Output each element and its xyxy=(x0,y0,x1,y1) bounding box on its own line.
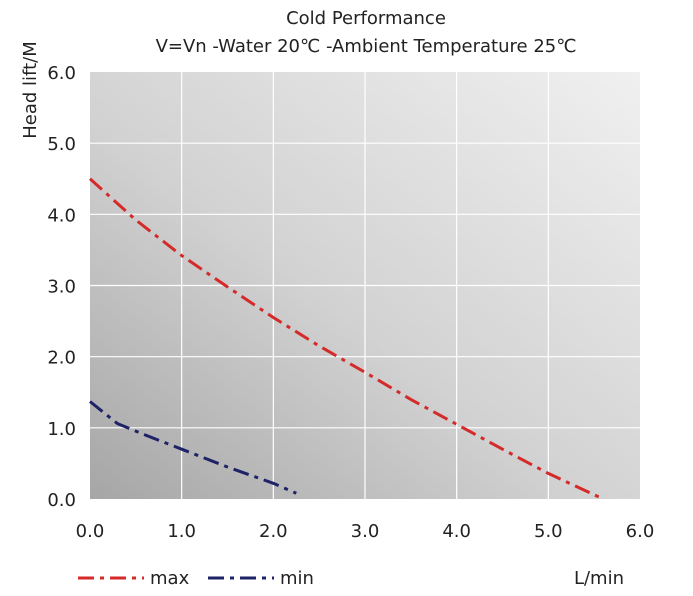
legend-label-min: min xyxy=(280,568,314,589)
x-axis-ticks: 0.0 1.0 2.0 3.0 4.0 5.0 6.0 xyxy=(76,521,655,542)
chart-title: Cold Performance xyxy=(286,8,446,29)
x-tick-label-4: 4.0 xyxy=(442,521,471,542)
series-line-max xyxy=(88,177,604,501)
chart-subtitle: V=Vn -Water 20℃ -Ambient Temperature 25℃ xyxy=(156,36,577,57)
legend-label-max: max xyxy=(150,568,190,589)
x-tick-label-0: 0.0 xyxy=(76,521,105,542)
y-tick-label-6: 6.0 xyxy=(47,63,76,84)
y-tick-label-5: 5.0 xyxy=(47,134,76,155)
grid xyxy=(90,72,640,499)
y-axis-ticks: 0.0 1.0 2.0 3.0 4.0 5.0 6.0 xyxy=(47,63,76,511)
legend: max min xyxy=(78,568,314,589)
y-tick-label-2: 2.0 xyxy=(47,348,76,369)
x-tick-label-3: 3.0 xyxy=(351,521,380,542)
y-tick-label-1: 1.0 xyxy=(47,419,76,440)
y-tick-label-4: 4.0 xyxy=(47,205,76,226)
x-tick-label-1: 1.0 xyxy=(167,521,196,542)
y-tick-label-0: 0.0 xyxy=(47,490,76,511)
x-tick-label-6: 6.0 xyxy=(626,521,655,542)
series-lines xyxy=(88,177,604,501)
y-tick-label-3: 3.0 xyxy=(47,277,76,298)
series-line-min xyxy=(89,400,297,495)
x-tick-label-2: 2.0 xyxy=(259,521,288,542)
x-tick-label-5: 5.0 xyxy=(534,521,563,542)
y-axis-label: Head lift/M xyxy=(20,41,41,138)
x-axis-label: L/min xyxy=(574,568,624,589)
